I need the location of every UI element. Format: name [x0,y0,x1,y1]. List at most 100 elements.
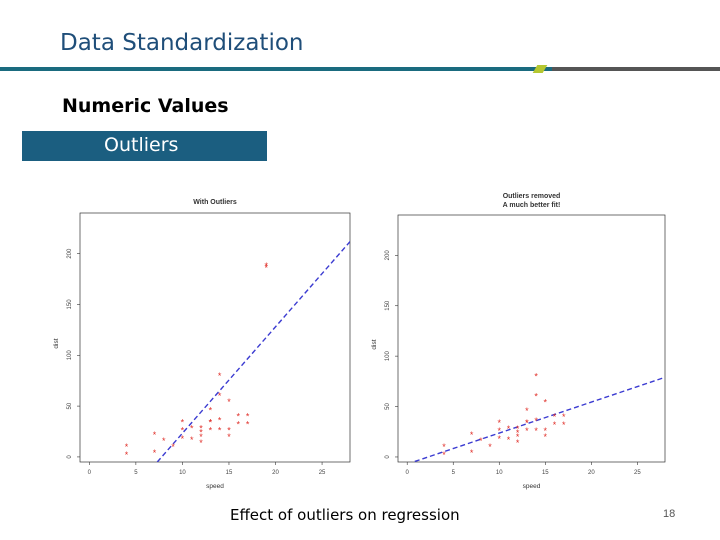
chart1-data-point: * [525,406,529,416]
chart0-data-point: * [246,420,250,430]
chart1-ylabel: dist [371,339,378,349]
chart1-data-point: * [562,420,566,430]
chart0-data-point: * [190,424,194,434]
chart1-data-point: * [534,426,538,436]
chart0-data-point: * [209,418,213,428]
chart0-data-point: * [199,432,203,442]
chart1-data-point: * [516,432,520,442]
chart1-data-point: * [516,424,520,434]
chart1-xtick-label: 20 [588,470,595,476]
chart0-xtick-label: 10 [179,470,186,476]
chart0-data-point: * [181,418,185,428]
chart0-data-point: * [218,391,222,401]
chart1-data-point: * [525,418,529,428]
chart0-xlabel: speed [206,483,224,490]
chart0-data-point: * [209,426,213,436]
chart1-data-point: * [544,426,548,436]
chart0-data-point: * [218,416,222,426]
outliers-banner: Outliers [22,131,267,161]
page-number: 18 [663,508,676,520]
chart0-data-point: * [162,436,166,446]
chart0-data-point: * [125,450,129,460]
chart0-ytick-label: 100 [67,350,73,361]
chart0-data-point: * [181,426,185,436]
chart1-data-point: * [498,418,502,428]
chart0-data-point: * [246,411,250,421]
chart1-data-point: * [470,430,474,440]
title-rule-teal [0,67,720,71]
chart1-xtick-label: 0 [406,470,410,476]
chart0-xtick-label: 0 [88,470,92,476]
chart0-regression-line [156,240,350,462]
chart0-title-line-0: With Outliers [193,199,237,206]
chart1-data-point: * [553,420,557,430]
chart1-title-line-0: Outliers removed [503,193,561,200]
chart0-data-point: * [209,405,213,415]
chart0-data-point: * [199,438,203,448]
chart0-data-point: * [264,261,268,271]
chart0-data-point: * [218,426,222,436]
chart0-ytick-label: 150 [67,299,73,310]
chart1-data-point: * [525,418,529,428]
chart1-xtick-label: 15 [542,470,549,476]
chart0-data-point: * [264,263,268,273]
chart1-data-point: * [562,412,566,422]
chart0-data-point: * [237,411,241,421]
chart1-title-line-1: A much better fit! [503,202,561,209]
chart1-data-point: * [544,398,548,408]
chart1-data-point: * [498,426,502,436]
chart1-data-point: * [442,450,446,460]
chart0-data-point: * [218,371,222,381]
chart0-data-point: * [190,435,194,445]
chart1-data-point: * [507,424,511,434]
chart0-data-point: * [227,397,231,407]
outliers-banner-label: Outliers [104,134,179,156]
chart0-data-point: * [171,442,175,452]
chart0-plot-frame [79,212,351,463]
chart0-data-point: * [209,418,213,428]
chart0-xtick-label: 25 [319,470,326,476]
chart1-data-point: * [525,426,529,436]
chart0-data-point: * [199,424,203,434]
title-rule-grey [552,67,720,71]
chart0-data-point: * [227,432,231,442]
chart1-data-point: * [544,432,548,442]
chart1-ytick-label: 100 [385,350,391,361]
chart1-xtick-label: 25 [634,470,641,476]
chart-outliers-removed: Outliers removed A much better fit! 0 5 10 15… [362,188,672,500]
chart0-data-point: * [125,442,129,452]
chart-outliers-removed-svg: Outliers removed A much better fit! 0 5 10 15… [371,193,666,490]
chart0-ylabel: dist [53,338,60,348]
chart0-ytick-label: 200 [67,248,73,259]
chart0-data-point: * [199,428,203,438]
chart0-xtick-label: 5 [134,470,138,476]
chart0-ytick-label: 50 [67,402,73,409]
chart1-ytick-label: 50 [385,403,391,410]
chart1-data-point: * [553,412,557,422]
chart0-data-point: * [181,434,185,444]
chart0-data-point: * [237,420,241,430]
chart-with-outliers-svg: With Outliers 0 5 10 15 20 25 0 50 100 150 200 speed… [53,199,371,490]
chart0-ytick-label: 0 [67,455,73,459]
chart1-data-point: * [534,416,538,426]
chart1-data-point: * [488,442,492,452]
chart0-data-point: * [153,448,157,458]
chart1-xtick-label: 5 [452,470,456,476]
chart1-data-point: * [516,428,520,438]
chart1-plot-frame [397,214,666,463]
chart0-xtick-label: 20 [272,470,279,476]
chart0-data-point: * [227,426,231,436]
chart1-ytick-label: 0 [385,455,391,459]
slide-caption: Effect of outliers on regression [230,506,460,524]
slide-subtitle: Numeric Values [62,95,229,117]
chart1-xlabel: speed [523,483,541,490]
chart0-xtick-label: 15 [226,470,233,476]
chart1-data-point: * [479,436,483,446]
chart1-data-point: * [507,435,511,445]
chart1-data-point: * [498,434,502,444]
chart1-ytick-label: 150 [385,300,391,311]
chart1-data-point: * [534,372,538,382]
chart1-data-point: * [442,442,446,452]
chart1-ytick-label: 200 [385,250,391,261]
chart1-data-point: * [534,392,538,402]
